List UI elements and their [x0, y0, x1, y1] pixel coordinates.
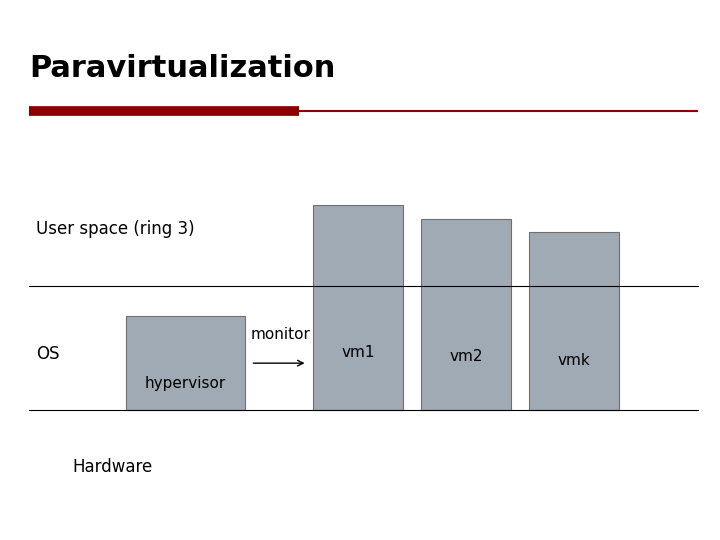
Text: vm2: vm2	[449, 349, 483, 364]
FancyBboxPatch shape	[421, 219, 511, 410]
Text: vmk: vmk	[558, 353, 590, 368]
Text: hypervisor: hypervisor	[145, 376, 226, 392]
Text: Paravirtualization: Paravirtualization	[29, 54, 336, 83]
Text: monitor: monitor	[251, 327, 310, 342]
Text: User space (ring 3): User space (ring 3)	[36, 220, 194, 239]
FancyBboxPatch shape	[529, 232, 619, 410]
FancyBboxPatch shape	[313, 205, 403, 410]
Text: OS: OS	[36, 345, 60, 363]
Text: vm1: vm1	[341, 346, 375, 360]
FancyBboxPatch shape	[126, 316, 245, 410]
Text: Hardware: Hardware	[72, 458, 152, 476]
